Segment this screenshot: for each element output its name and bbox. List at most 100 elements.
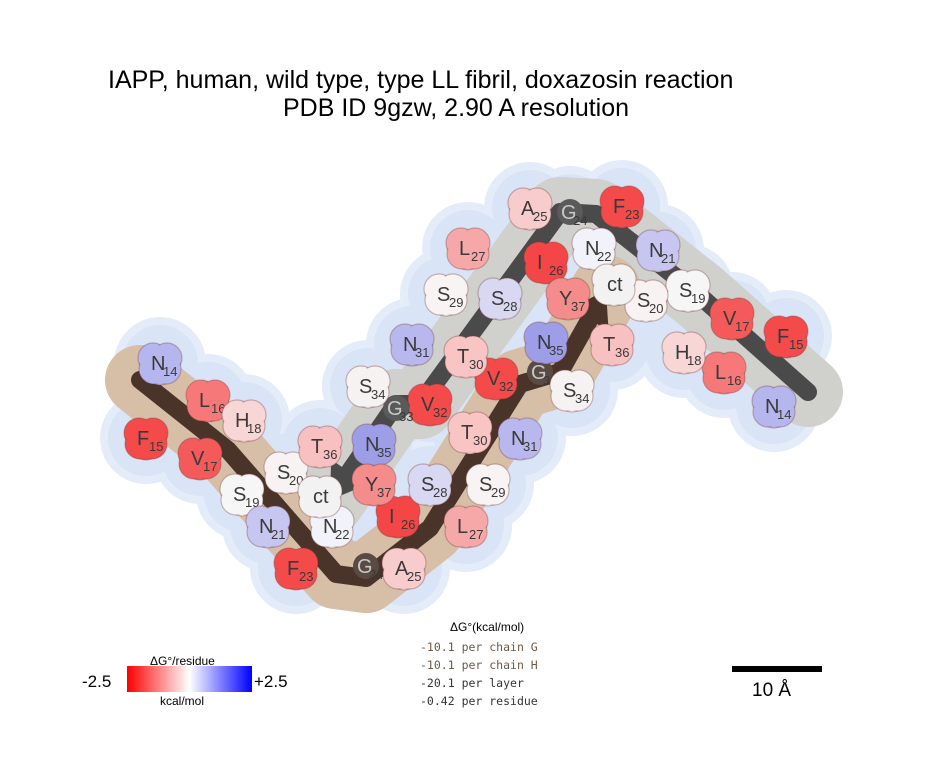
residue-letter: L	[715, 362, 726, 384]
residue-letter: V	[487, 368, 501, 390]
residue-g-31: N31	[389, 323, 435, 367]
residue-letter: Y	[559, 288, 572, 310]
residue-blob-fill	[460, 240, 488, 268]
residue-blob-fill	[366, 436, 394, 464]
residue-number: 33	[399, 409, 413, 424]
residue-blob-fill	[288, 560, 316, 588]
residue-number: 34	[371, 387, 385, 402]
residue-number: 17	[203, 459, 217, 474]
residue-number: 21	[661, 251, 675, 266]
residue-letter: V	[723, 308, 737, 330]
residue-number: 22	[597, 249, 611, 264]
energy-row-residue: -0.42 per residue	[420, 692, 590, 710]
residue-number: 30	[473, 433, 487, 448]
residue-letter: N	[649, 240, 663, 262]
residue-letter: N	[765, 396, 779, 418]
residue-blob-fill	[488, 370, 516, 398]
residue-blob-fill	[766, 398, 794, 426]
residue-h-35: N35	[351, 423, 397, 467]
residue-h-36: T 36	[297, 425, 343, 469]
residue-blob-fill	[606, 276, 634, 304]
residue-letter: T	[603, 334, 615, 356]
residue-letter: I	[537, 252, 543, 274]
residue-blob-fill	[236, 412, 264, 440]
residue-blob-fill	[200, 392, 228, 420]
energy-value: -10.1	[420, 640, 455, 654]
residue-letter: N	[585, 238, 599, 260]
residue-number: 36	[323, 447, 337, 462]
residue-blob-fill	[312, 488, 340, 516]
residue-number: 31	[415, 345, 429, 360]
residue-number: 26	[549, 263, 563, 278]
figure-title: IAPP, human, wild type, type LL fibril, …	[108, 66, 734, 94]
residue-letter: L	[199, 390, 210, 412]
residue-blob-fill	[192, 450, 220, 478]
residue-letter: I	[389, 506, 395, 528]
residue-letter: N	[323, 516, 337, 538]
glycine-node	[353, 553, 379, 579]
residue-blob-fill	[462, 424, 490, 452]
residue-letter: F	[613, 196, 625, 218]
residue-h-18: H18	[221, 399, 267, 443]
residue-number: 18	[247, 421, 261, 436]
energy-value: -0.42	[420, 694, 455, 708]
residue-blob-fill	[458, 518, 486, 546]
residue-h-16: L 16	[185, 379, 231, 423]
residue-blob-fill	[614, 198, 642, 226]
residue-number: 35	[377, 445, 391, 460]
residue-h-14: N14	[137, 342, 183, 386]
residue-letter: S	[421, 474, 434, 496]
scale-bar: 10 Å	[732, 666, 824, 701]
residue-h-37: Y37	[351, 463, 397, 507]
color-legend: ΔG°/residue -2.5 +2.5 kcal/mol	[80, 652, 300, 712]
residue-letter: S	[491, 288, 504, 310]
figure-subtitle: PDB ID 9gzw, 2.90 A resolution	[283, 94, 630, 122]
residue-h-33: G33	[527, 359, 557, 388]
residue-blob-fill	[404, 336, 432, 364]
residue-letter: S	[437, 284, 450, 306]
residue-letter: N	[537, 332, 551, 354]
residue-h-27: L 27	[443, 505, 489, 549]
residue-g-14: N14	[751, 385, 797, 429]
glycine-node	[527, 359, 553, 385]
residue-h-22: N22	[309, 505, 355, 549]
residue-h-23: F 23	[273, 547, 319, 591]
residue-blob-fill	[366, 476, 394, 504]
residue-letter: S	[637, 290, 650, 312]
residue-number: 37	[377, 485, 391, 500]
residue-letter: S	[479, 474, 492, 496]
energy-header: ΔG°(kcal/mol)	[450, 620, 525, 634]
residue-g-26: I 26	[523, 241, 569, 285]
residue-number: 18	[687, 353, 701, 368]
energy-label: per chain H	[461, 658, 538, 672]
residue-g-15: F 15	[763, 315, 809, 359]
residue-h-28: S28	[407, 463, 453, 507]
residue-number: 27	[471, 249, 485, 264]
residue-number: 32	[433, 405, 447, 420]
residue-g-25: A25	[507, 187, 553, 231]
residue-blob-fill	[260, 518, 288, 546]
residue-h-26: I 26	[375, 495, 421, 539]
residue-blob-fill	[396, 560, 424, 588]
residue-blob-fill	[560, 290, 588, 318]
residue-number: 24	[369, 567, 383, 582]
residue-number: 36	[615, 345, 629, 360]
residue-number: 16	[727, 373, 741, 388]
residue-g-19: S19	[665, 269, 711, 313]
residue-g-28: S28	[477, 277, 523, 321]
residue-letter: G	[387, 398, 403, 420]
residue-letter: T	[311, 436, 323, 458]
residue-g-20: S20	[623, 279, 669, 323]
residue-letter: V	[421, 394, 435, 416]
residue-number: 28	[503, 299, 517, 314]
residue-h-20: S20	[263, 451, 309, 495]
residue-letter: T	[461, 422, 473, 444]
residue-letter: N	[511, 428, 525, 450]
residue-letter: N	[151, 353, 165, 375]
residue-number: 20	[649, 301, 663, 316]
residue-number: 16	[211, 401, 225, 416]
residue-letter: N	[365, 434, 379, 456]
residue-letter: A	[521, 198, 535, 220]
residue-number: 30	[469, 357, 483, 372]
